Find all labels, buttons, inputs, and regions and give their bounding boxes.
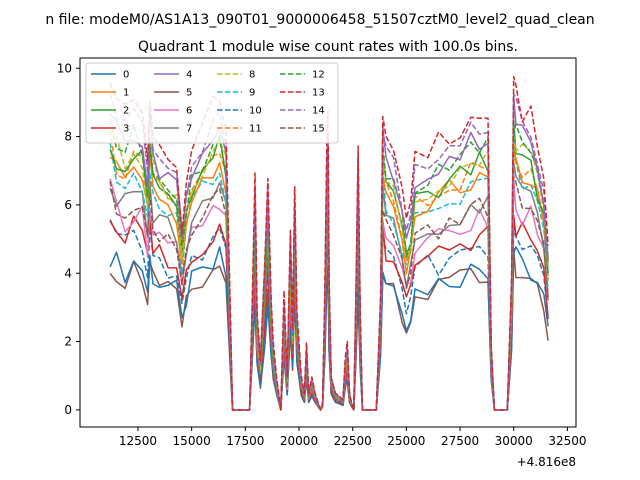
legend-label: 6 [186, 106, 192, 117]
x-tick-label: 27500 [441, 434, 479, 448]
legend-frame [85, 62, 339, 144]
x-tick-label: 17500 [226, 434, 264, 448]
axes-frame [79, 57, 577, 428]
legend-label: 2 [123, 106, 129, 117]
legend-label: 3 [123, 124, 129, 135]
y-tick-label: 8 [64, 130, 72, 144]
x-tick-label: 20000 [280, 434, 318, 448]
legend-label: 11 [249, 124, 262, 135]
x-tick-label: 15000 [173, 434, 211, 448]
x-tick-label: 32500 [548, 434, 586, 448]
figure-suptitle: n file: modeM0/AS1A13_090T01_9000006458_… [45, 12, 594, 28]
legend-label: 4 [186, 70, 192, 81]
legend-label: 13 [312, 88, 325, 99]
y-tick-label: 4 [64, 266, 72, 280]
y-tick-label: 2 [64, 335, 72, 349]
x-tick-label: 12500 [119, 434, 157, 448]
x-offset-text: +4.816e8 [517, 455, 576, 469]
y-axis: 0 2 4 6 8 10 [57, 61, 80, 417]
legend-label: 8 [249, 70, 255, 81]
legend-label: 12 [312, 70, 325, 81]
legend-label: 9 [249, 88, 255, 99]
x-tick-label: 25000 [387, 434, 425, 448]
legend-label: 10 [249, 106, 262, 117]
legend-label: 0 [123, 70, 129, 81]
legend-label: 1 [123, 88, 129, 99]
x-axis: 12500 15000 17500 20000 22500 25000 27500 30000… [119, 427, 587, 448]
y-tick-label: 6 [64, 198, 72, 212]
x-tick-label: 30000 [495, 434, 533, 448]
y-tick-label: 10 [57, 61, 72, 75]
legend-label: 15 [312, 124, 325, 135]
legend-label: 5 [186, 88, 192, 99]
y-tick-label: 0 [64, 403, 72, 417]
chart-title: Quadrant 1 module wise count rates with … [138, 39, 518, 55]
legend-label: 7 [186, 124, 192, 135]
legend-label: 14 [312, 106, 325, 117]
x-tick-label: 22500 [334, 434, 372, 448]
series-line-13 [109, 75, 549, 411]
